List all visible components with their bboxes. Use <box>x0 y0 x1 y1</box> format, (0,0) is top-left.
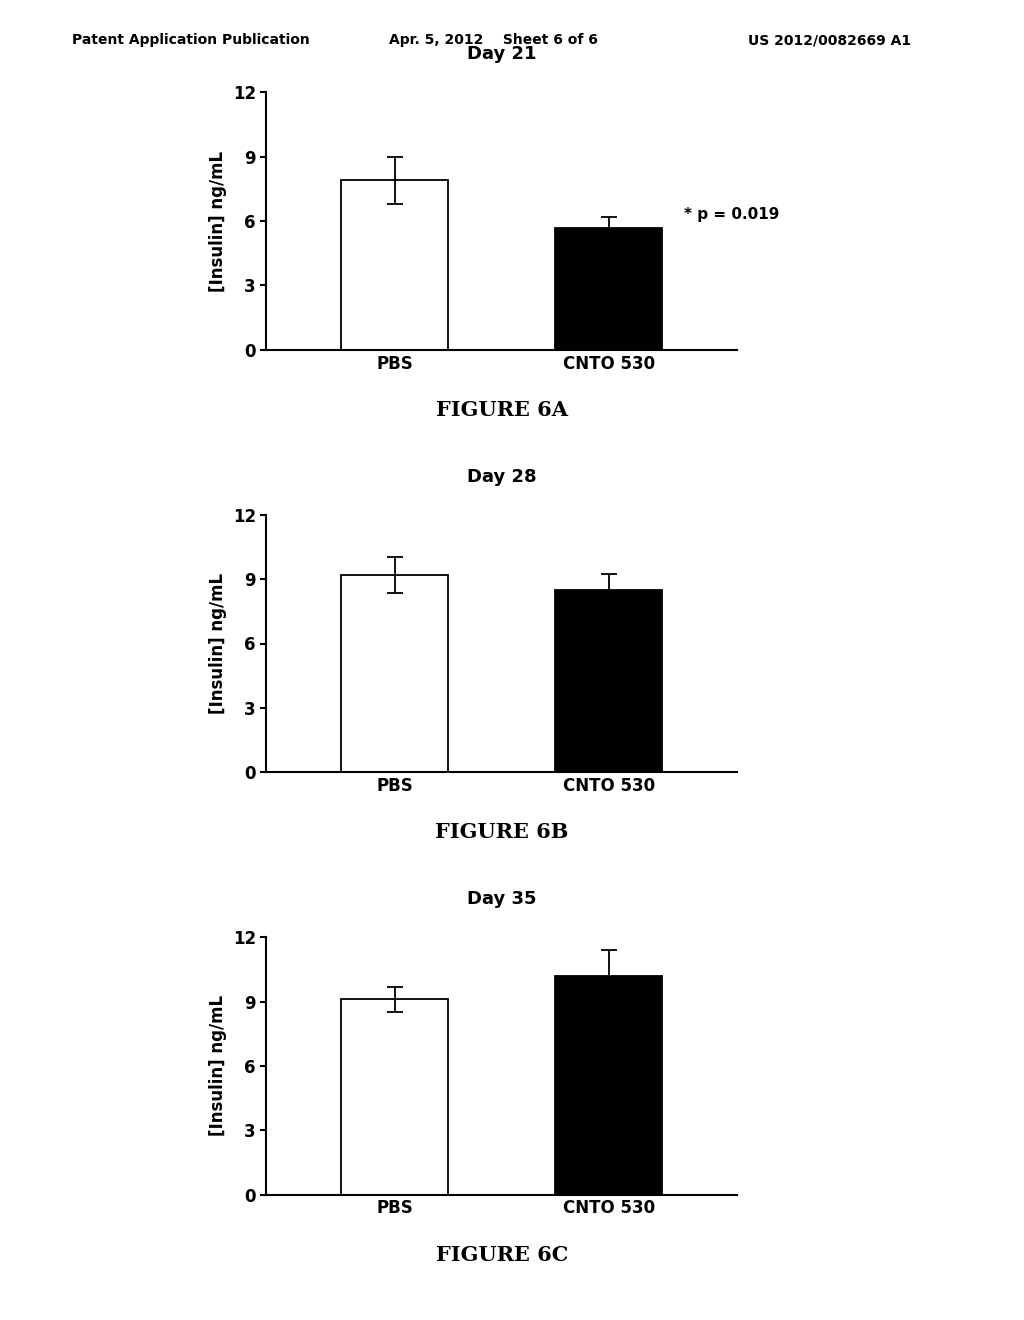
Bar <box>555 227 663 350</box>
Text: Apr. 5, 2012    Sheet 6 of 6: Apr. 5, 2012 Sheet 6 of 6 <box>389 33 598 48</box>
Text: FIGURE 6B: FIGURE 6B <box>435 822 568 842</box>
Text: Day 35: Day 35 <box>467 890 537 908</box>
Bar <box>555 590 663 772</box>
Text: FIGURE 6C: FIGURE 6C <box>435 1245 568 1265</box>
Y-axis label: [Insulin] ng/mL: [Insulin] ng/mL <box>209 995 227 1137</box>
Y-axis label: [Insulin] ng/mL: [Insulin] ng/mL <box>209 573 227 714</box>
Text: FIGURE 6A: FIGURE 6A <box>436 400 567 420</box>
Bar <box>555 975 663 1195</box>
Text: * p = 0.019: * p = 0.019 <box>684 207 779 222</box>
Text: Day 21: Day 21 <box>467 45 537 63</box>
Text: Day 28: Day 28 <box>467 467 537 486</box>
Y-axis label: [Insulin] ng/mL: [Insulin] ng/mL <box>209 150 227 292</box>
Text: Patent Application Publication: Patent Application Publication <box>72 33 309 48</box>
Text: US 2012/0082669 A1: US 2012/0082669 A1 <box>748 33 910 48</box>
Bar <box>341 999 449 1195</box>
Bar <box>341 181 449 350</box>
Bar <box>341 576 449 772</box>
